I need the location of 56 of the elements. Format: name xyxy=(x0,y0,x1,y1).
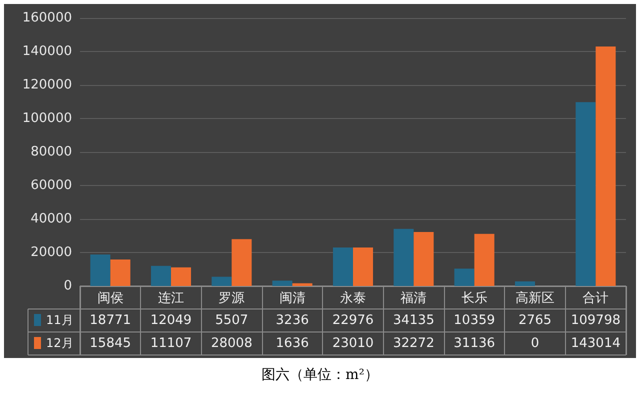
data-label: 12049 xyxy=(150,313,192,328)
bar xyxy=(394,228,414,286)
y-tick-label: 20000 xyxy=(30,245,72,260)
bar xyxy=(90,254,110,286)
data-label: 34135 xyxy=(392,313,434,328)
bar xyxy=(576,102,596,286)
data-label: 2765 xyxy=(518,313,552,328)
x-tick-label: 闽清 xyxy=(279,291,306,306)
x-tick-label: 合计 xyxy=(582,291,609,306)
bar xyxy=(332,248,353,286)
bar xyxy=(292,283,312,286)
data-label: 28008 xyxy=(210,336,252,351)
data-label: 11107 xyxy=(150,336,192,351)
bar xyxy=(353,247,374,286)
legend-label: 12月 xyxy=(46,336,74,350)
data-label: 10359 xyxy=(454,313,496,328)
x-tick-label: 永泰 xyxy=(340,290,366,306)
data-label: 23010 xyxy=(332,336,374,351)
bar xyxy=(212,276,232,286)
y-tick-label: 0 xyxy=(64,278,72,294)
y-tick-label: 60000 xyxy=(30,178,72,193)
bar xyxy=(596,46,616,286)
bar xyxy=(171,267,192,286)
bar xyxy=(150,266,171,286)
legend-label: 11月 xyxy=(46,313,74,327)
data-label: 31136 xyxy=(454,336,496,351)
data-label: 32272 xyxy=(392,336,434,351)
bar xyxy=(272,280,292,286)
y-tick-label: 80000 xyxy=(30,144,72,160)
data-label: 22976 xyxy=(332,313,374,328)
data-label: 109798 xyxy=(570,313,620,328)
data-label: 15845 xyxy=(90,336,132,351)
x-tick-label: 连江 xyxy=(158,291,184,306)
text: 图六（单位：m²） xyxy=(260,366,380,384)
data-label: 0 xyxy=(530,336,540,351)
y-tick-label: 120000 xyxy=(22,78,72,92)
x-tick-label: 长乐 xyxy=(461,291,488,306)
x-tick-label: 罗源 xyxy=(218,291,245,306)
bar xyxy=(454,268,474,286)
bar xyxy=(232,239,252,286)
bar xyxy=(110,259,130,286)
y-tick-label: 40000 xyxy=(30,212,72,226)
x-tick-label: 高新区 xyxy=(516,290,554,306)
data-label: 1636 xyxy=(276,336,309,351)
bar xyxy=(474,234,494,286)
data-label: 3236 xyxy=(276,313,309,328)
x-tick-label: 福清 xyxy=(400,291,427,306)
data-label: 143014 xyxy=(570,336,620,351)
bar xyxy=(514,281,535,286)
y-tick-label: 160000 xyxy=(22,10,72,26)
x-tick-label: 闽侯 xyxy=(97,291,124,306)
data-label: 5507 xyxy=(215,313,248,328)
y-tick-label: 100000 xyxy=(22,111,72,126)
data-label: 18771 xyxy=(90,313,132,328)
y-tick-label: 140000 xyxy=(22,44,72,59)
bar xyxy=(414,232,434,286)
